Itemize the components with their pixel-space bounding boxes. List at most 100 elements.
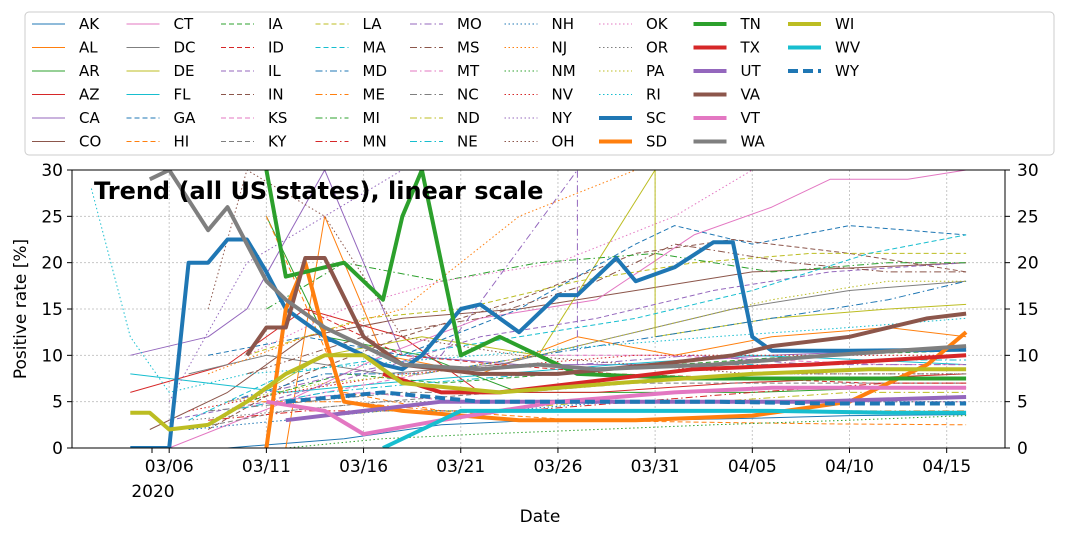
x-tick-label: 03/31 <box>631 457 680 477</box>
legend-label-wa: WA <box>741 133 766 151</box>
legend-label-nj: NJ <box>552 39 568 57</box>
y-ticks-left: 0 5 10 15 20 25 30 <box>41 161 72 459</box>
legend-label-or: OR <box>646 39 668 57</box>
x-tick-label: 03/21 <box>436 457 485 477</box>
series-line-nv <box>188 354 967 412</box>
series-line-ri <box>90 188 967 393</box>
legend-label-de: DE <box>174 62 195 80</box>
legend-label-al: AL <box>79 39 98 57</box>
legend-label-nc: NC <box>457 86 479 104</box>
series-line-wv <box>382 408 967 448</box>
legend-label-id: ID <box>268 39 284 57</box>
legend-label-ca: CA <box>79 109 100 127</box>
series-line-mi <box>266 252 967 310</box>
y-ticks-right: 0 5 10 15 20 25 30 <box>1005 161 1039 459</box>
x-tick-label: 03/26 <box>533 457 582 477</box>
series-line-oh <box>207 170 967 375</box>
series-group <box>90 170 968 448</box>
series-line-nj <box>207 170 636 375</box>
series-line-mn <box>208 382 967 421</box>
legend-label-ok: OK <box>646 15 669 33</box>
legend-label-ms: MS <box>457 39 479 57</box>
legend-label-fl: FL <box>174 86 192 104</box>
legend-label-nv: NV <box>552 86 574 104</box>
legend-label-dc: DC <box>174 39 196 57</box>
series-line-sc <box>130 237 967 448</box>
legend-label-me: ME <box>363 86 385 104</box>
legend-label-ar: AR <box>79 62 100 80</box>
legend-label-md: MD <box>363 62 388 80</box>
legend-label-ks: KS <box>268 109 287 127</box>
x-tick-label: 03/06 <box>145 457 194 477</box>
legend-label-pa: PA <box>646 62 665 80</box>
series-line-tx <box>382 353 967 395</box>
legend-label-il: IL <box>268 62 281 80</box>
y-tick-label: 25 <box>41 207 63 227</box>
x-axis-label: Date <box>520 507 561 527</box>
legend-label-sd: SD <box>646 133 667 151</box>
legend-label-tx: TX <box>740 39 760 57</box>
series-line-ny <box>168 170 403 402</box>
y-tick-label-right: 30 <box>1017 161 1039 181</box>
x-tick-label: 03/16 <box>339 457 388 477</box>
series-line-nc <box>208 373 967 412</box>
series-line-ma <box>188 234 967 421</box>
legend-label-va: VA <box>741 86 761 104</box>
series-line-ct <box>169 170 967 448</box>
legend-label-wi: WI <box>835 15 854 33</box>
y-tick-label: 5 <box>52 393 63 413</box>
series-line-mo <box>227 170 967 403</box>
legend-label-mt: MT <box>457 62 480 80</box>
series-line-il <box>169 262 967 421</box>
series-layer <box>90 170 968 448</box>
legend-label-wy: WY <box>835 62 860 80</box>
series-line-wy <box>285 390 967 406</box>
y-tick-label-right: 25 <box>1017 207 1039 227</box>
legend-label-ne: NE <box>457 133 478 151</box>
legend: AK AL AR AZ CA CO CT DC DE FL GA HI IA ID IL IN KS KY LA MA… <box>24 11 1055 156</box>
legend-label-nh: NH <box>552 15 575 33</box>
series-line-de <box>246 170 967 403</box>
x-tick-label: 03/11 <box>242 457 291 477</box>
series-line-tn <box>264 170 967 381</box>
legend-label-ak: AK <box>79 15 100 33</box>
series-line-wi <box>130 353 967 432</box>
legend-label-ma: MA <box>363 39 387 57</box>
y-axis-label: Positive rate [%] <box>11 239 31 379</box>
legend-label-mi: MI <box>363 109 380 127</box>
series-line-la <box>246 252 967 356</box>
legend-label-ia: IA <box>268 15 283 33</box>
y-tick-label-right: 10 <box>1017 346 1039 366</box>
y-tick-label-right: 20 <box>1017 254 1039 274</box>
y-tick-label-right: 0 <box>1017 439 1028 459</box>
series-line-pa <box>227 280 967 403</box>
legend-label-sc: SC <box>646 109 666 127</box>
legend-label-co: CO <box>79 133 101 151</box>
series-line-nd <box>285 391 967 421</box>
y-tick-label-right: 15 <box>1017 300 1039 320</box>
y-tick-label-right: 5 <box>1017 393 1028 413</box>
series-line-md <box>227 280 967 403</box>
legend-label-ga: GA <box>174 109 197 127</box>
series-line-wa <box>148 170 967 372</box>
legend-label-hi: HI <box>174 133 190 151</box>
y-tick-label: 30 <box>41 161 63 181</box>
legend-label-vt: VT <box>741 109 761 127</box>
x-year-label: 2020 <box>131 482 174 502</box>
y-tick-label: 10 <box>41 346 63 366</box>
legend-label-tn: TN <box>740 15 761 33</box>
y-tick-label: 20 <box>41 254 63 274</box>
legend-label-ct: CT <box>174 15 194 33</box>
series-line-nm <box>285 415 967 448</box>
legend-label-ky: KY <box>268 133 287 151</box>
x-tick-label: 04/15 <box>922 457 971 477</box>
legend-label-nd: ND <box>457 109 480 127</box>
x-tick-label: 04/05 <box>728 457 777 477</box>
series-line-ms <box>246 243 967 375</box>
x-ticks: 03/06 03/11 03/16 03/21 03/26 03/31 04/05 04/10… <box>145 448 971 477</box>
legend-label-nm: NM <box>552 62 576 80</box>
y-tick-label: 0 <box>52 439 63 459</box>
x-tick-label: 04/10 <box>825 457 874 477</box>
chart-title: Trend (all US states), linear scale <box>94 177 543 205</box>
